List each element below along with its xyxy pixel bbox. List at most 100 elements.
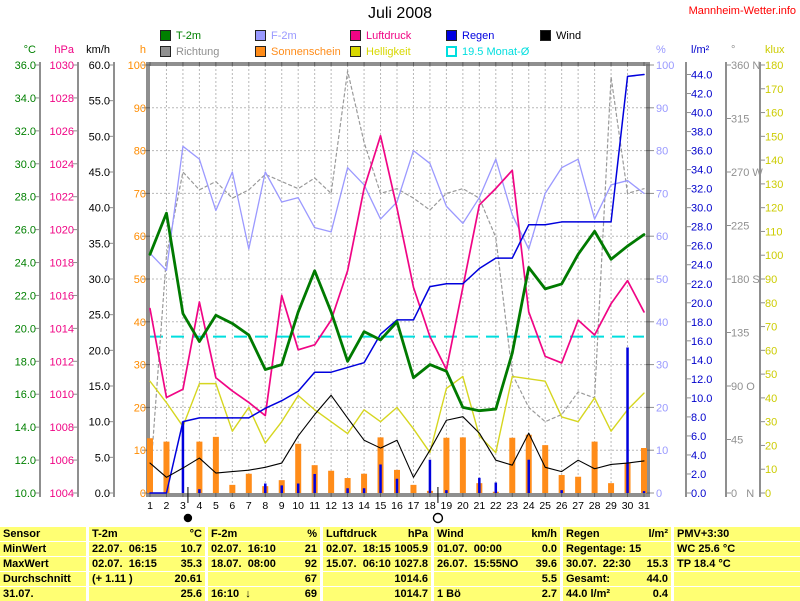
svg-text:70: 70 — [134, 188, 146, 200]
svg-text:1012: 1012 — [50, 356, 74, 368]
svg-text:90: 90 — [765, 274, 777, 286]
stats-header-cell: F-2m% — [208, 527, 320, 541]
svg-text:40: 40 — [765, 393, 777, 405]
svg-text:30: 30 — [622, 500, 634, 512]
svg-text:110: 110 — [765, 226, 783, 238]
svg-text:225: 225 — [731, 221, 749, 233]
legend-label: Richtung — [176, 45, 220, 58]
svg-text:130: 130 — [765, 179, 783, 191]
svg-text:2: 2 — [164, 500, 170, 512]
svg-text:25: 25 — [539, 500, 551, 512]
series-t2m — [148, 211, 646, 413]
svg-text:10: 10 — [765, 464, 777, 476]
series-luftdruck — [149, 134, 645, 417]
svg-text:7: 7 — [246, 500, 252, 512]
svg-text:13: 13 — [342, 500, 354, 512]
svg-text:60: 60 — [134, 231, 146, 243]
axis-klux: klux180170160150140130120110100908070605… — [759, 44, 785, 500]
svg-text:10: 10 — [656, 445, 668, 457]
stats-value-cell: 16:10 ↓ 69 — [208, 587, 320, 601]
svg-text:25.0: 25.0 — [89, 310, 110, 322]
svg-text:0.0: 0.0 — [95, 488, 110, 500]
svg-text:10.0: 10.0 — [89, 417, 110, 429]
svg-text:40: 40 — [134, 317, 146, 329]
axis-temp: °C 36.0 34.0 32.0 30.0 28.0 26.0 24.0 22.0 20.0 18… — [15, 44, 41, 500]
stats-value-cell: 02.07. 16:15 35.3 — [89, 557, 205, 571]
svg-text:28: 28 — [589, 500, 601, 512]
legend-label: Wind — [556, 29, 582, 42]
stats-row-label: MinWert — [0, 542, 86, 556]
svg-text:20.0: 20.0 — [15, 323, 36, 335]
svg-text:45.0: 45.0 — [89, 167, 110, 179]
legend-swatch-icon — [446, 46, 457, 57]
svg-text:80: 80 — [656, 146, 668, 158]
svg-text:14.0: 14.0 — [15, 422, 36, 434]
page-title: Juli 2008 — [367, 5, 433, 22]
legend-item-f-2m: F-2m — [255, 29, 297, 42]
stats-value-cell: 22.07. 06:15 10.7 — [89, 542, 205, 556]
svg-text:12: 12 — [325, 500, 337, 512]
svg-text:10.0: 10.0 — [691, 393, 712, 405]
stats-value-cell: 67 — [208, 572, 320, 586]
stats-value-cell: 02.07. 16:10 21 — [208, 542, 320, 556]
svg-text:20.0: 20.0 — [691, 298, 712, 310]
svg-text:31: 31 — [638, 500, 650, 512]
svg-text:0: 0 — [140, 488, 146, 500]
svg-text:35.0: 35.0 — [89, 238, 110, 250]
svg-text:28.0: 28.0 — [15, 192, 36, 204]
svg-text:%: % — [656, 44, 666, 56]
svg-text:8.0: 8.0 — [691, 412, 706, 424]
stats-value-cell: 44.0 l/m² 0.4 — [563, 587, 671, 601]
svg-text:1004: 1004 — [50, 488, 74, 500]
svg-text:80: 80 — [134, 146, 146, 158]
svg-text:36.0: 36.0 — [691, 146, 712, 158]
svg-text:100: 100 — [765, 250, 783, 262]
svg-text:27: 27 — [572, 500, 584, 512]
svg-text:26.0: 26.0 — [15, 225, 36, 237]
svg-text:0 N: 0 N — [731, 488, 754, 500]
svg-text:24: 24 — [523, 500, 535, 512]
svg-text:18: 18 — [424, 500, 436, 512]
svg-text:29: 29 — [605, 500, 617, 512]
legend-label: Helligkeit — [366, 45, 411, 58]
stats-value-cell: 26.07. 15:55NO 39.6 — [434, 557, 560, 571]
stats-header-cell: PMV+3:30 — [674, 527, 800, 541]
svg-text:1022: 1022 — [50, 192, 74, 204]
grid — [148, 65, 646, 493]
stats-value-cell: 02.07. 18:15 1005.9 — [323, 542, 431, 556]
svg-text:1026: 1026 — [50, 126, 74, 138]
svg-text:20.0: 20.0 — [89, 345, 110, 357]
svg-text:32.0: 32.0 — [15, 126, 36, 138]
stats-value-cell: 01.07. 00:00 0.0 — [434, 542, 560, 556]
svg-text:2.0: 2.0 — [691, 469, 706, 481]
svg-text:180: 180 — [765, 60, 783, 72]
svg-text:6.0: 6.0 — [691, 431, 706, 443]
svg-text:60: 60 — [656, 231, 668, 243]
svg-text:0: 0 — [656, 488, 662, 500]
svg-text:hPa: hPa — [54, 44, 74, 56]
legend-label: Luftdruck — [366, 29, 412, 42]
svg-text:15: 15 — [375, 500, 387, 512]
svg-text:28.0: 28.0 — [691, 222, 712, 234]
svg-text:1016: 1016 — [50, 290, 74, 302]
axis-wind: km/h 60.0 55.0 50.0 45.0 40.0 35.0 30.0 25.0 20.0… — [86, 44, 115, 500]
svg-text:17: 17 — [408, 500, 420, 512]
svg-text:10: 10 — [134, 445, 146, 457]
svg-text:20: 20 — [765, 440, 777, 452]
svg-text:30.0: 30.0 — [89, 274, 110, 286]
legend-item-wind: Wind — [540, 29, 581, 42]
svg-text:180 S: 180 S — [731, 274, 760, 286]
legend-label: F-2m — [271, 29, 297, 42]
svg-text:50.0: 50.0 — [89, 131, 110, 143]
series-wind — [149, 394, 645, 478]
stats-value-cell: 18.07. 08:00 92 — [208, 557, 320, 571]
svg-text:°: ° — [731, 44, 735, 56]
svg-text:14.0: 14.0 — [691, 355, 712, 367]
brand-link[interactable]: Mannheim-Wetter.info — [688, 5, 796, 17]
svg-text:22.0: 22.0 — [15, 290, 36, 302]
series-regen-summe — [149, 73, 645, 494]
svg-text:23: 23 — [506, 500, 518, 512]
axis-rain: l/m² 44.0 42.0 40.0 38.0 36.0 34.0 32.0 30.0 28.0… — [685, 44, 712, 500]
svg-text:9: 9 — [279, 500, 285, 512]
